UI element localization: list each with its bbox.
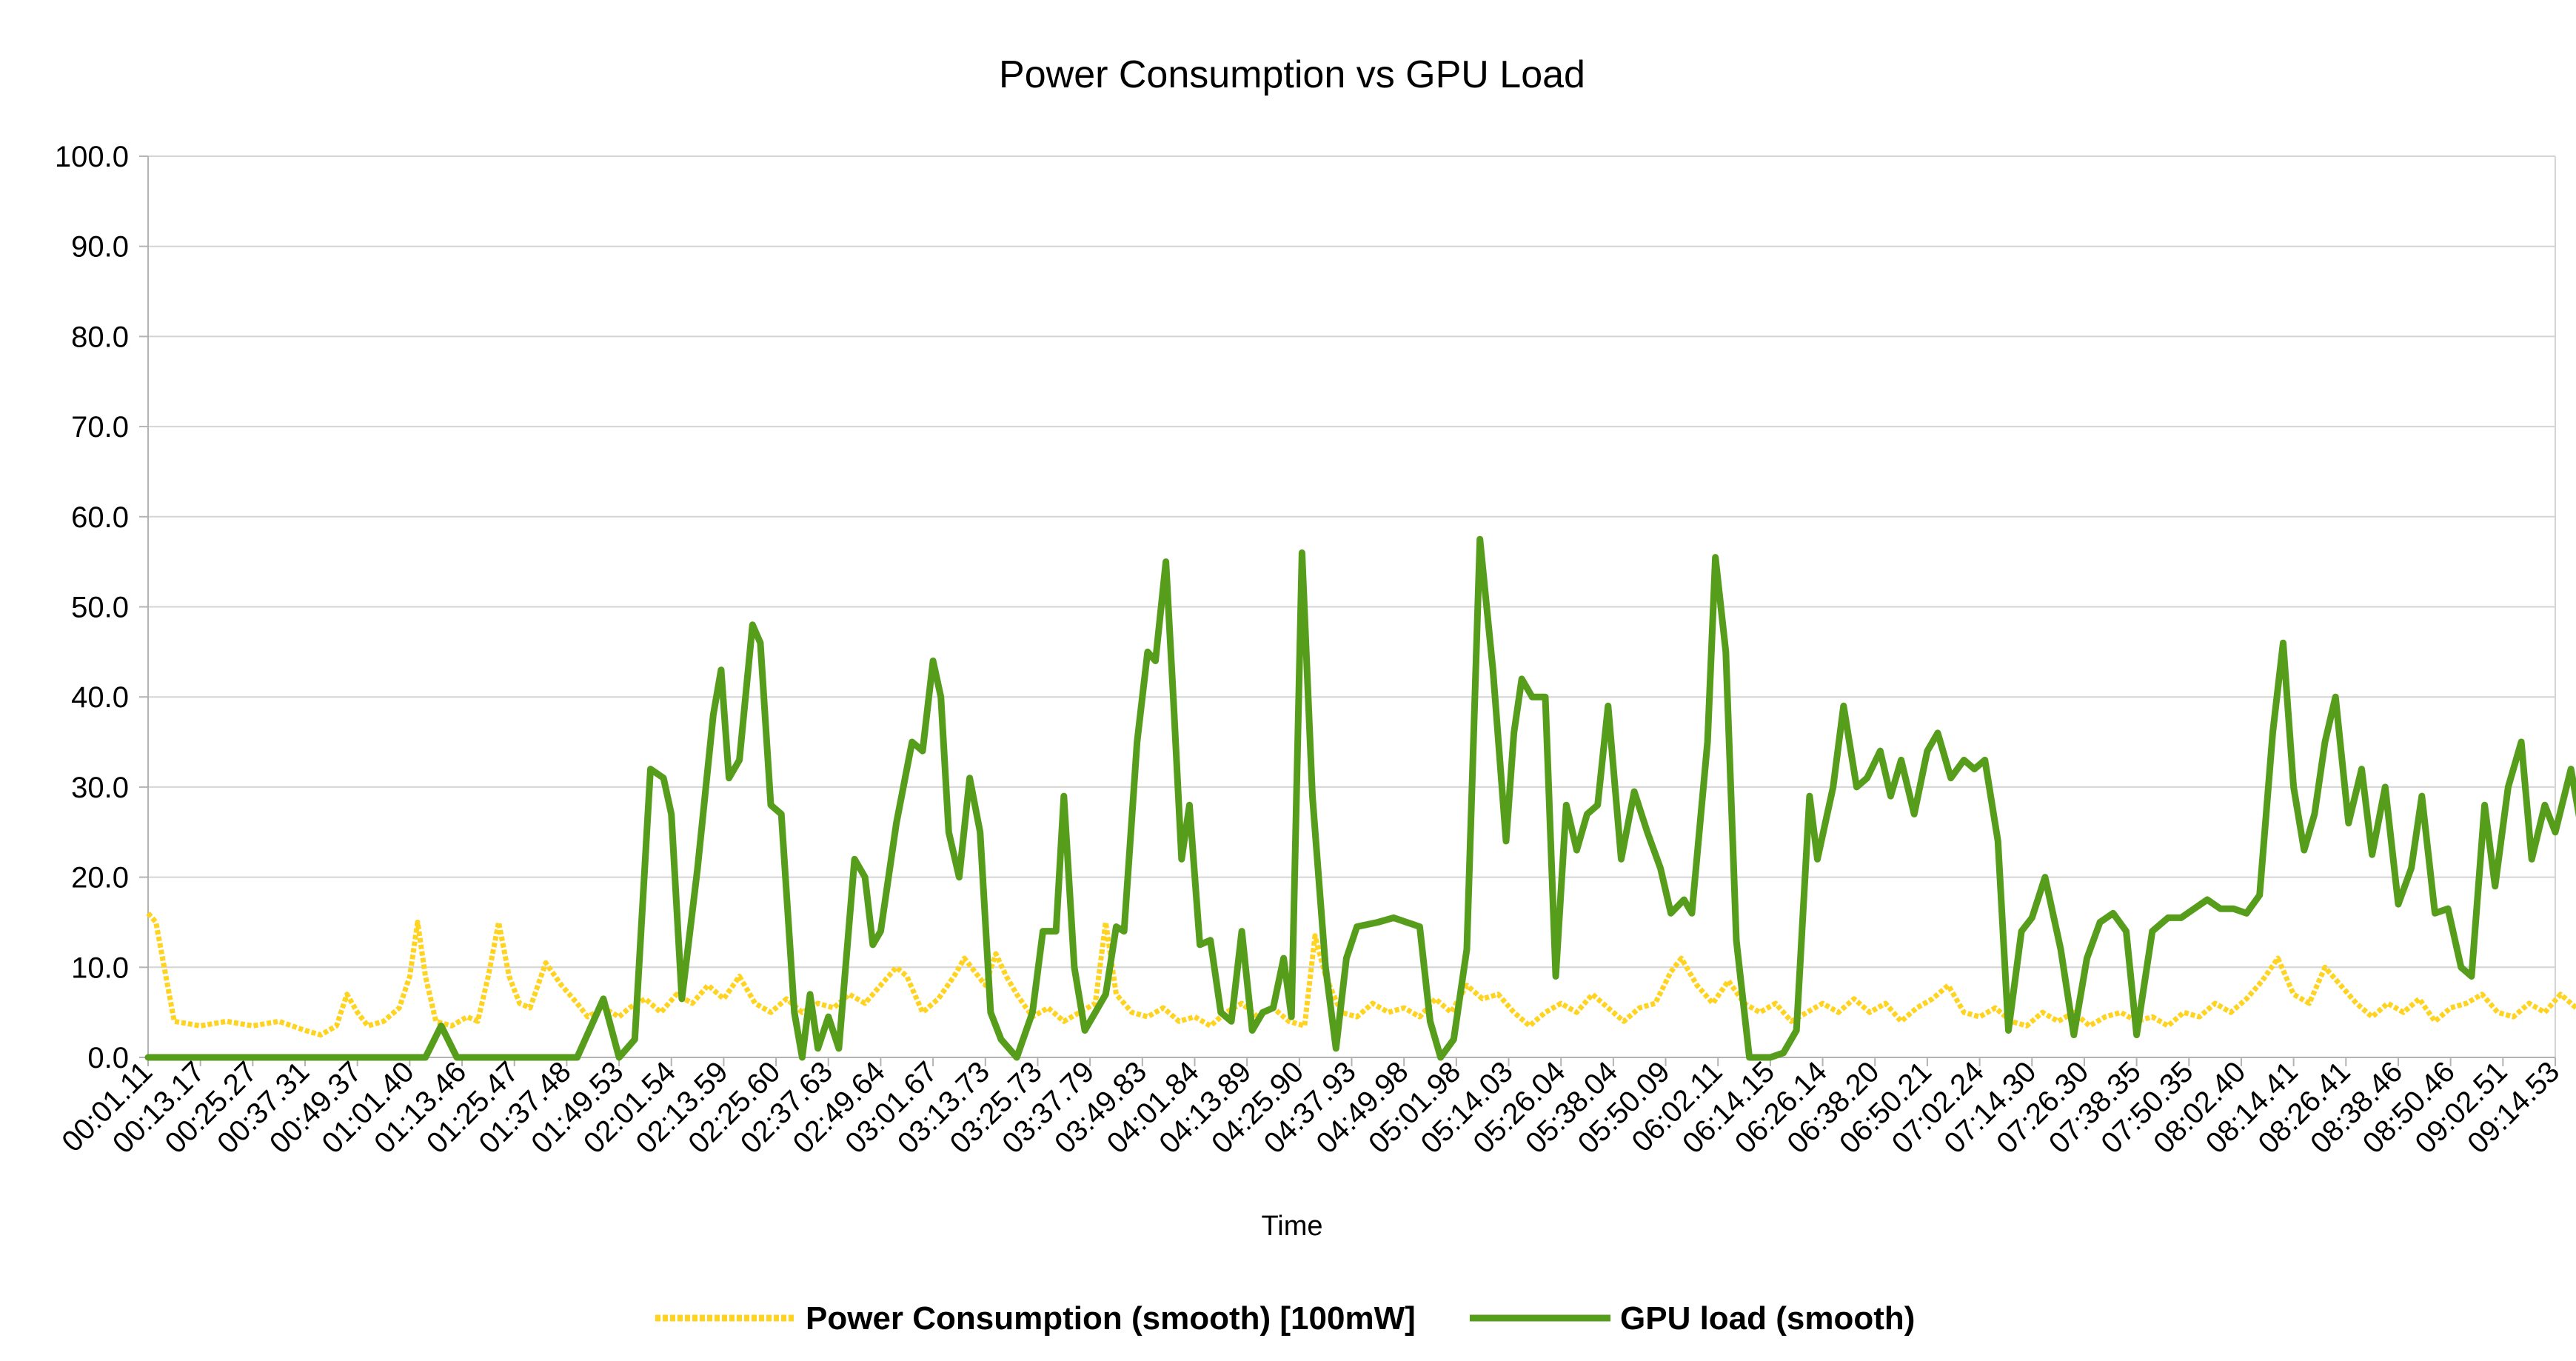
y-tick-label: 0.0: [87, 1042, 129, 1074]
y-tick-label: 60.0: [71, 501, 129, 534]
x-axis-title: Time: [1261, 1211, 1322, 1242]
y-tick-label: 40.0: [71, 681, 129, 714]
y-tick-label: 70.0: [71, 411, 129, 444]
series-line-gpu-load: [144, 535, 2576, 1061]
y-tick-label: 100.0: [55, 141, 129, 173]
y-axis: 0.0 10.0 20.0 30.0 40.0 50.0 60.0 70.0 80.0 90.0 1…: [55, 141, 148, 1074]
y-tick-label: 10.0: [71, 952, 129, 984]
y-tick-label: 90.0: [71, 231, 129, 264]
chart-title: Power Consumption vs GPU Load: [999, 53, 1585, 96]
plot-area: [144, 535, 2576, 1061]
x-axis: 00:01.1100:13.1700:25.2700:37.3100:49.37…: [56, 1055, 2566, 1160]
legend-label-power: Power Consumption (smooth) [100mW]: [806, 1300, 1416, 1337]
legend[interactable]: Power Consumption (smooth) [100mW] GPU l…: [655, 1300, 1915, 1337]
y-tick-label: 20.0: [71, 862, 129, 894]
y-tick-label: 80.0: [71, 321, 129, 353]
y-tick-label: 30.0: [71, 772, 129, 804]
legend-label-gpu: GPU load (smooth): [1620, 1300, 1915, 1337]
gridlines: [147, 156, 2556, 1058]
y-tick-label: 50.0: [71, 592, 129, 624]
